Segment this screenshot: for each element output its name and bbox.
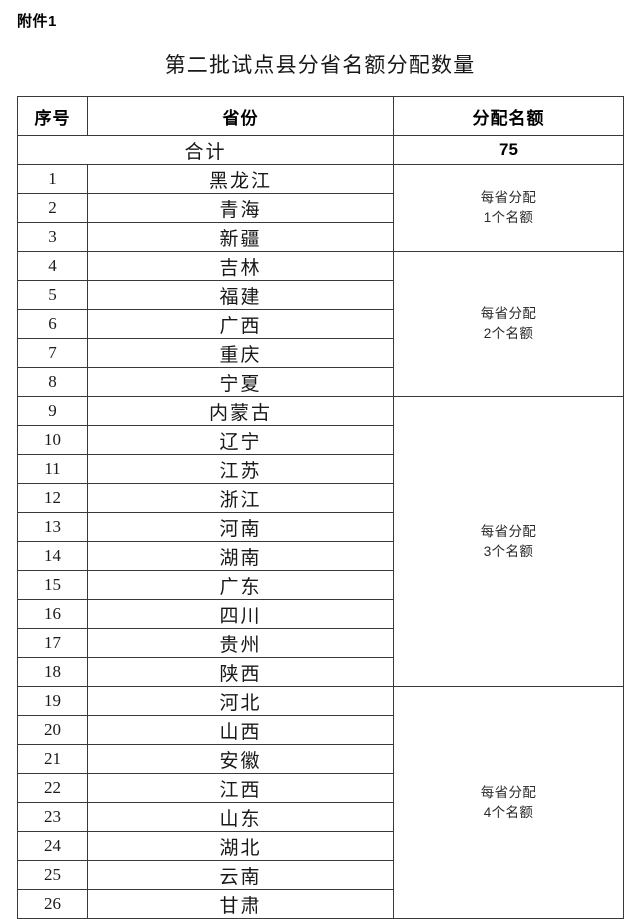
table-row: 15 广东 bbox=[17, 570, 624, 600]
province-cell: 辽宁 bbox=[87, 425, 394, 455]
province-cell: 甘肃 bbox=[87, 889, 394, 919]
quota-line-secondary: 1个名额 bbox=[483, 210, 534, 225]
province-cell: 江西 bbox=[87, 773, 394, 803]
quota-line-primary: 每省分配 bbox=[480, 784, 537, 800]
table-row: 7 重庆 bbox=[17, 338, 624, 368]
quota-line-secondary: 4个名额 bbox=[483, 804, 534, 820]
table-row: 10 辽宁 bbox=[17, 425, 624, 455]
table-row: 17 贵州 bbox=[17, 628, 624, 658]
row-index-cell: 11 bbox=[17, 454, 88, 484]
table-row: 16 四川 bbox=[17, 599, 624, 629]
row-index-cell: 22 bbox=[17, 773, 88, 803]
row-index-cell: 4 bbox=[17, 251, 88, 281]
table-row: 14 湖南 bbox=[17, 541, 624, 571]
table-row: 20 山西 bbox=[17, 715, 624, 745]
row-index-cell: 5 bbox=[17, 280, 88, 310]
province-cell: 云南 bbox=[87, 860, 394, 890]
row-index-cell: 6 bbox=[17, 309, 88, 339]
row-index-cell: 2 bbox=[17, 193, 88, 223]
province-cell: 新疆 bbox=[87, 222, 394, 252]
quota-cell: 每省分配 4个名额 bbox=[393, 686, 624, 919]
row-index-cell: 25 bbox=[17, 860, 88, 890]
quota-cell: 每省分配 3个名额 bbox=[393, 396, 624, 687]
province-cell: 贵州 bbox=[87, 628, 394, 658]
province-cell: 湖北 bbox=[87, 831, 394, 861]
row-index-cell: 23 bbox=[17, 802, 88, 832]
table-row: 13 河南 bbox=[17, 512, 624, 542]
row-index-cell: 13 bbox=[17, 512, 88, 542]
province-cell: 河南 bbox=[87, 512, 394, 542]
row-index-cell: 15 bbox=[17, 570, 88, 600]
row-index-cell: 9 bbox=[17, 396, 88, 426]
total-label: 合计 bbox=[17, 135, 394, 165]
row-index-cell: 16 bbox=[17, 599, 88, 629]
table-row: 1 黑龙江每省分配 1个名额 bbox=[17, 164, 624, 252]
province-cell: 内蒙古 bbox=[87, 396, 394, 426]
table-body: 合计 75 1 黑龙江 每省分配 1个名额 2 青海 3 新疆 4 吉林 每省分配 2个名额 5 福建 6 广… bbox=[17, 135, 624, 919]
total-row: 合计 75 bbox=[17, 135, 624, 165]
province-cell: 四川 bbox=[87, 599, 394, 629]
table-row: 11 江苏 bbox=[17, 454, 624, 484]
province-cell: 广东 bbox=[87, 570, 394, 600]
allocation-table-container: 序号 省份 分配名额 合计 75 1 黑龙江 每省分配 1个名额 2 青海 3 新疆 4 吉林 每省… bbox=[17, 96, 624, 919]
row-index-cell: 21 bbox=[17, 744, 88, 774]
page-title: 第二批试点县分省名额分配数量 bbox=[164, 53, 476, 77]
row-index-cell: 14 bbox=[17, 541, 88, 571]
quota-cell: 每省分配 1个名额 bbox=[393, 164, 624, 252]
row-index-cell: 12 bbox=[17, 483, 88, 513]
row-index-cell: 3 bbox=[17, 222, 88, 252]
province-cell: 福建 bbox=[87, 280, 394, 310]
total-value: 75 bbox=[393, 135, 624, 165]
table-row: 22 江西 bbox=[17, 773, 624, 803]
province-cell: 安徽 bbox=[87, 744, 394, 774]
province-cell: 广西 bbox=[87, 309, 394, 339]
row-index-cell: 18 bbox=[17, 657, 88, 687]
row-index-cell: 17 bbox=[17, 628, 88, 658]
row-index-cell: 10 bbox=[17, 425, 88, 455]
table-row: 9 内蒙古每省分配 3个名额 bbox=[17, 396, 624, 687]
column-header-index: 序号 bbox=[17, 96, 88, 136]
province-cell: 陕西 bbox=[87, 657, 394, 687]
quota-line-secondary: 2个名额 bbox=[483, 326, 534, 341]
province-cell: 江苏 bbox=[87, 454, 394, 484]
row-index-cell: 7 bbox=[17, 338, 88, 368]
column-header-quota: 分配名额 bbox=[393, 96, 624, 136]
row-index-cell: 8 bbox=[17, 367, 88, 397]
province-cell: 青海 bbox=[87, 193, 394, 223]
table-row: 3 新疆 bbox=[17, 222, 624, 252]
quota-line-secondary: 3个名额 bbox=[483, 543, 534, 559]
quota-cell: 每省分配 2个名额 bbox=[393, 251, 624, 397]
table-row: 12 浙江 bbox=[17, 483, 624, 513]
table-row: 24 湖北 bbox=[17, 831, 624, 861]
province-cell: 山东 bbox=[87, 802, 394, 832]
allocation-table: 序号 省份 分配名额 合计 75 1 黑龙江 每省分配 1个名额 2 青海 3 新疆 4 吉林 每省… bbox=[17, 96, 624, 919]
province-cell: 河北 bbox=[87, 686, 394, 716]
column-header-province: 省份 bbox=[87, 96, 394, 136]
attachment-label: 附件1 bbox=[17, 13, 57, 30]
row-index-cell: 24 bbox=[17, 831, 88, 861]
province-cell: 宁夏 bbox=[87, 367, 394, 397]
row-index-cell: 1 bbox=[17, 164, 88, 194]
table-header: 序号 省份 分配名额 bbox=[17, 96, 624, 136]
row-index-cell: 26 bbox=[17, 889, 88, 919]
province-cell: 浙江 bbox=[87, 483, 394, 513]
table-row: 25 云南 bbox=[17, 860, 624, 890]
province-cell: 湖南 bbox=[87, 541, 394, 571]
row-index-cell: 20 bbox=[17, 715, 88, 745]
table-row: 6 广西 bbox=[17, 309, 624, 339]
province-cell: 重庆 bbox=[87, 338, 394, 368]
table-row: 2 青海 bbox=[17, 193, 624, 223]
table-row: 23 山东 bbox=[17, 802, 624, 832]
table-row: 19 河北每省分配 4个名额 bbox=[17, 686, 624, 919]
province-cell: 山西 bbox=[87, 715, 394, 745]
quota-line-primary: 每省分配 bbox=[480, 190, 537, 206]
row-index-cell: 19 bbox=[17, 686, 88, 716]
quota-line-primary: 每省分配 bbox=[480, 523, 537, 539]
table-row: 21 安徽 bbox=[17, 744, 624, 774]
table-row: 4 吉林每省分配 2个名额 bbox=[17, 251, 624, 397]
quota-line-primary: 每省分配 bbox=[480, 306, 537, 322]
table-header-row: 序号 省份 分配名额 bbox=[17, 96, 624, 136]
province-cell: 吉林 bbox=[87, 251, 394, 281]
province-cell: 黑龙江 bbox=[87, 164, 394, 194]
